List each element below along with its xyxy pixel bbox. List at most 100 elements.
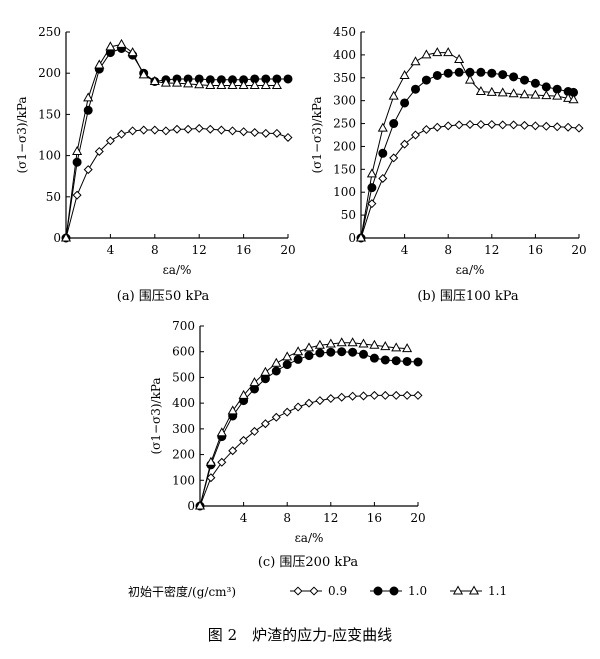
data-point: [432, 47, 443, 57]
data-point: [487, 119, 497, 129]
figure-caption: 图 2 炉渣的应力-应变曲线: [208, 626, 392, 644]
data-point: [250, 128, 260, 138]
data-point: [476, 119, 486, 129]
data-point: [205, 124, 215, 134]
data-point: [413, 357, 423, 367]
legend-marker: [293, 586, 303, 596]
legend-item-1.0: 1.0: [370, 584, 427, 598]
x-tick-label: 16: [528, 243, 543, 257]
data-point: [402, 390, 412, 400]
chart-a: 0 50 100 150 200 250 4 8 12 16 20 εa/% (σ1−σ3)/kPa: [15, 25, 296, 277]
data-point: [509, 72, 519, 82]
data-point: [402, 343, 413, 353]
series-line: [199, 342, 408, 507]
y-tick-label: 300: [172, 422, 195, 436]
data-point: [377, 122, 388, 132]
data-point: [563, 122, 573, 132]
data-point: [282, 407, 292, 417]
data-point: [413, 390, 423, 400]
y-axis-label: (σ1−σ3)/kPa: [15, 96, 29, 173]
data-point: [304, 398, 314, 408]
data-point: [498, 70, 508, 80]
data-point: [337, 392, 347, 402]
series-1.1: [60, 38, 282, 242]
legend: 初始干密度/(g/cm³) 0.9 1.0 1.1: [128, 584, 507, 599]
data-point: [563, 92, 574, 102]
series-1.1: [355, 47, 579, 242]
y-tick-label: 0: [348, 231, 356, 245]
data-point: [476, 67, 486, 77]
data-point: [271, 80, 282, 90]
data-point: [366, 168, 377, 178]
data-point: [128, 126, 138, 136]
caption-c: (c) 围压200 kPa: [258, 555, 359, 570]
data-point: [443, 121, 453, 131]
data-point: [260, 366, 271, 376]
x-tick-label: 8: [444, 243, 452, 257]
data-point: [172, 124, 182, 134]
data-point: [369, 339, 380, 349]
x-tick-label: 12: [323, 511, 338, 525]
y-tick-label: 100: [333, 185, 356, 199]
data-point: [487, 68, 497, 78]
data-point: [358, 391, 369, 401]
x-tick-label: 20: [571, 243, 586, 257]
y-tick-label: 200: [333, 139, 356, 153]
data-point: [519, 89, 530, 99]
data-point: [272, 128, 282, 138]
data-point: [149, 75, 160, 85]
y-tick-label: 50: [46, 190, 61, 204]
x-tick-label: 4: [240, 511, 248, 525]
data-point: [183, 78, 194, 88]
data-point: [72, 145, 83, 155]
y-tick-label: 450: [333, 25, 356, 39]
y-tick-label: 250: [333, 117, 356, 131]
data-point: [369, 353, 379, 363]
data-point: [216, 80, 227, 90]
series-0.9: [195, 390, 423, 511]
data-point: [380, 390, 390, 400]
data-point: [454, 67, 464, 77]
data-point: [303, 342, 315, 352]
data-point: [552, 122, 562, 132]
data-point: [348, 347, 358, 357]
data-point: [238, 80, 249, 90]
legend-label: 0.9: [328, 584, 347, 598]
chart-b: 0 50 100 150 200 250 300 350 400 450 4 8 12 16 20 εa/% (…: [310, 25, 587, 277]
legend-item-1.1: 1.1: [450, 584, 507, 598]
data-point: [410, 56, 421, 66]
y-tick-label: 100: [172, 473, 195, 487]
data-point: [530, 89, 541, 99]
data-point: [227, 405, 238, 415]
data-point: [314, 339, 325, 349]
data-point: [150, 125, 160, 135]
data-point: [380, 355, 390, 365]
data-point: [355, 232, 367, 242]
data-point: [337, 347, 347, 357]
x-tick-label: 16: [367, 511, 382, 525]
data-point: [391, 342, 402, 352]
y-tick-label: 0: [187, 499, 195, 513]
data-point: [260, 419, 270, 429]
data-point: [326, 347, 336, 357]
data-point: [227, 126, 238, 136]
chart-c: 0 100 200 300 400 500 600 700 4 8 12 16 20 εa/% (σ1−σ3…: [149, 319, 426, 545]
data-point: [94, 146, 104, 156]
data-point: [271, 366, 281, 376]
y-axis-label: (σ1−σ3)/kPa: [310, 96, 324, 173]
x-tick-label: 8: [283, 511, 291, 525]
data-point: [432, 122, 442, 132]
data-point: [380, 341, 391, 351]
data-point: [216, 427, 227, 437]
data-point: [400, 98, 410, 108]
data-point: [260, 80, 271, 90]
x-tick-label: 12: [484, 243, 499, 257]
data-point: [421, 75, 431, 85]
data-point: [530, 121, 540, 131]
legend-marker: [389, 586, 399, 596]
series-line: [199, 351, 419, 507]
y-axis-label: (σ1−σ3)/kPa: [149, 377, 163, 454]
legend-marker: [468, 585, 480, 595]
y-tick-label: 150: [333, 162, 356, 176]
data-point: [161, 126, 171, 136]
